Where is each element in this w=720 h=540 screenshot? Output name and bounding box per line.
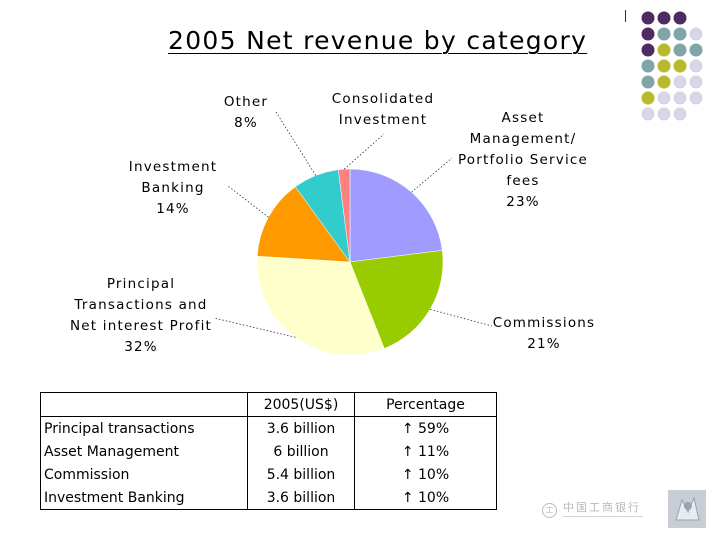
bank-subtitle-line [563,516,643,519]
label-asset-management: Asset Management/ Portfolio Service fees… [457,110,589,210]
table-cell-percentage: ↑ 11% [354,440,497,463]
pie-slice [256,186,351,263]
table-cell-amount: 5.4 billion [247,463,355,486]
table-row: Commission 5.4 billion ↑ 10% [40,463,497,486]
table-cell-category: Asset Management [40,440,248,463]
pie-slice [349,168,443,263]
table-cell-category: Principal transactions [40,416,248,440]
table-cell-category: Commission [40,463,248,486]
label-principal-transactions: Principal Transactions and Net interest … [69,276,213,355]
leader-other [275,111,317,176]
leader-asset-management [411,157,453,193]
table-cell-amount: 3.6 billion [247,416,355,440]
table-row: Investment Banking 3.6 billion ↑ 10% [40,486,497,510]
table-header-category [40,392,248,417]
bank-name: 中国工商银行 [563,501,641,514]
pie-slice [338,168,351,263]
leader-consolidated-investment [343,133,385,170]
table-cell-percentage: ↑ 10% [354,486,497,510]
table-row: Principal transactions 3.6 billion ↑ 59% [40,416,497,440]
leader-commissions [429,308,493,327]
table-cell-percentage: ↑ 10% [354,463,497,486]
table-row: Asset Management 6 billion ↑ 11% [40,440,497,463]
bank-logo: 工 中国工商银行 [542,502,643,519]
table-header-row: 2005(US$) Percentage [40,392,497,417]
table-cell-amount: 3.6 billion [247,486,355,510]
page-title: 2005 Net revenue by category [168,26,588,55]
table-cell-amount: 6 billion [247,440,355,463]
label-other: Other 8% [223,94,269,131]
leader-investment-banking [227,185,269,218]
table-cell-percentage: ↑ 59% [354,416,497,440]
table-cell-category: Investment Banking [40,486,248,510]
label-consolidated-investment: Consolidated Investment [331,91,435,128]
label-investment-banking: Investment Banking 14% [128,159,218,217]
table-header-percentage: Percentage [354,392,497,417]
revenue-pie-chart [213,111,493,356]
table-header-amount: 2005(US$) [247,392,355,417]
slide-corner-tick [625,10,626,22]
bank-seal-icon: 工 [542,503,557,518]
revenue-table: 2005(US$) Percentage Principal transacti… [40,392,497,510]
corner-logo-icon [668,490,706,528]
label-commissions: Commissions 21% [492,315,596,352]
